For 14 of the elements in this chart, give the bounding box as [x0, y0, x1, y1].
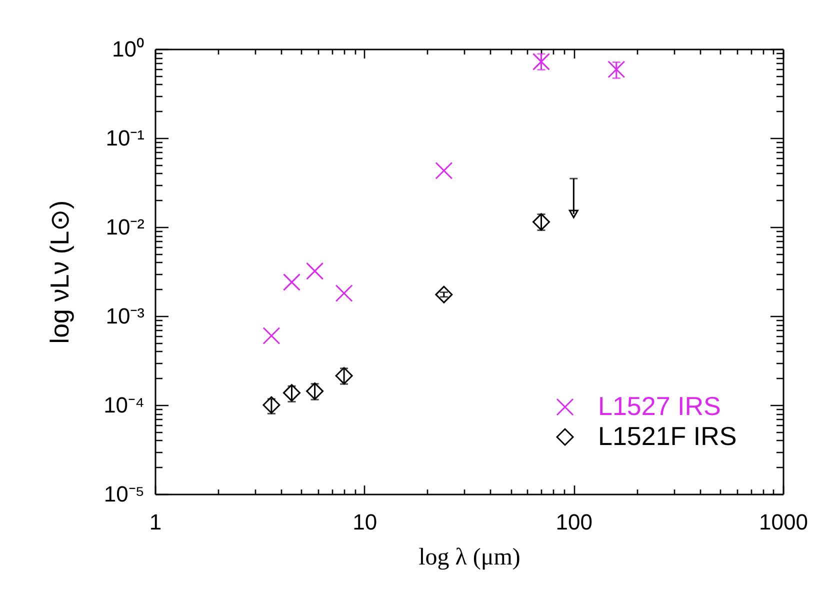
y-tick-label: 10⁻¹	[106, 126, 144, 150]
y-tick-label: 10⁻⁴	[104, 392, 144, 418]
x-axis-title: log λ (μm)	[418, 544, 520, 570]
x-tick-label: 1000	[759, 510, 808, 534]
y-tick-label: 10⁻²	[106, 214, 144, 240]
y-tick-label: 10⁻⁵	[104, 482, 144, 506]
y-axis-title: log νLν (L⊙)	[44, 200, 75, 344]
x-tick-label: 1	[149, 510, 162, 534]
x-tick-label: 100	[556, 510, 593, 534]
legend-label: L1521F IRS	[598, 421, 737, 451]
y-tick-label: 10⁻³	[106, 304, 144, 328]
legend-label: L1527 IRS	[598, 391, 721, 421]
x-tick-label: 10	[352, 510, 378, 534]
y-tick-label: 10⁰	[112, 36, 144, 62]
